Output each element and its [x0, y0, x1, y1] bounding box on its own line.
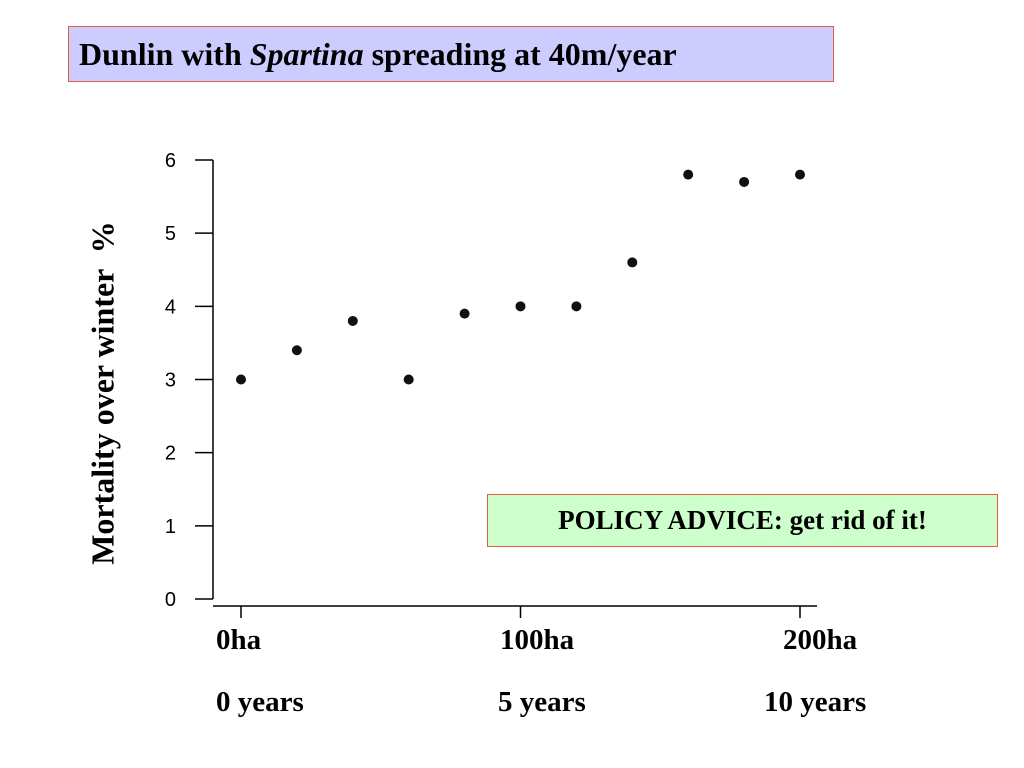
y-tick-label-4: 4 [165, 296, 176, 318]
title-italic-species: Spartina [249, 35, 364, 72]
data-point-1 [291, 345, 302, 356]
data-point-10 [795, 169, 805, 180]
y-tick-label-3: 3 [165, 370, 176, 392]
x-tick-label-time-2: 10 years [764, 686, 867, 718]
data-point-5 [515, 301, 526, 312]
policy-advice-box: POLICY ADVICE: get rid of it! [487, 494, 998, 547]
data-point-6 [571, 301, 582, 312]
x-tick-label-area-2: 200ha [783, 624, 858, 656]
y-tick-label-0: 0 [165, 589, 176, 611]
data-point-9 [739, 176, 750, 187]
y-tick-label-1: 1 [165, 516, 176, 538]
x-tick-label-area-1: 100ha [500, 624, 575, 656]
data-point-2 [347, 315, 358, 326]
data-point-7 [627, 257, 638, 268]
data-point-3 [403, 374, 414, 385]
title-prefix: Dunlin with [79, 35, 242, 72]
y-tick-label-6: 6 [165, 150, 176, 172]
x-tick-label-area-0: 0ha [216, 624, 262, 656]
y-tick-label-2: 2 [165, 443, 176, 465]
data-point-4 [459, 308, 470, 319]
data-point-8 [683, 169, 694, 180]
y-tick-label-5: 5 [165, 223, 176, 245]
title-suffix: spreading at 40m/year [371, 35, 677, 72]
policy-advice-text: POLICY ADVICE: get rid of it! [558, 505, 927, 535]
x-tick-label-time-1: 5 years [498, 686, 586, 718]
x-tick-label-time-0: 0 years [216, 686, 304, 718]
data-point-0 [236, 374, 246, 385]
chart-title: Dunlin with Spartina spreading at 40m/ye… [68, 26, 834, 82]
